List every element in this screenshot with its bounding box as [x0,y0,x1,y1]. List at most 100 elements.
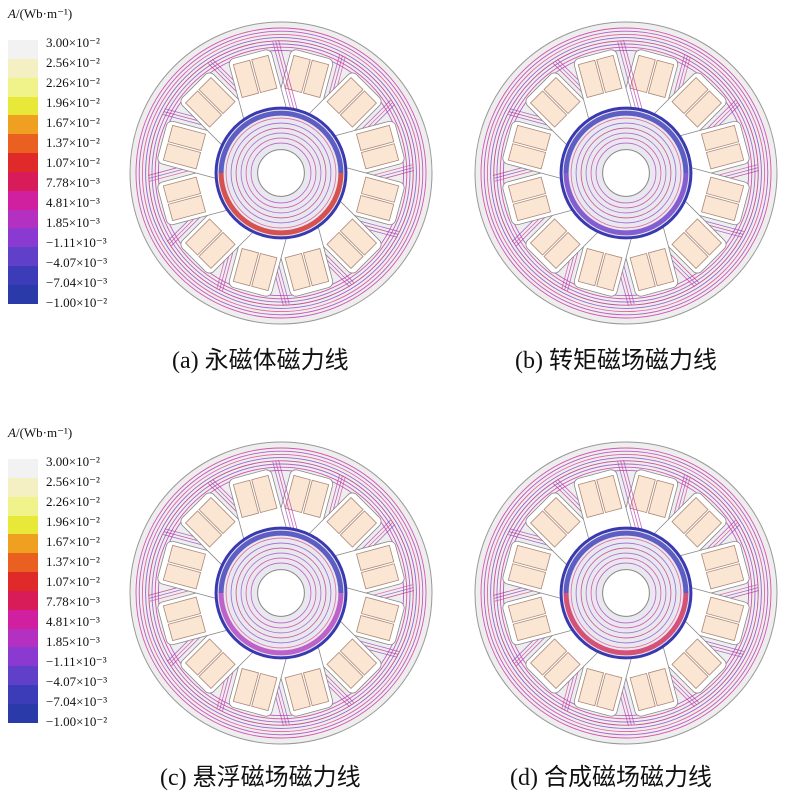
flux-line [480,27,772,319]
stator-slot [672,540,759,611]
legend-swatch [8,96,38,116]
coil [577,59,605,98]
stator-slot [608,219,679,306]
legend-level-label: 1.85×10⁻³ [46,634,100,649]
legend-title-unit: /(Wb·m⁻¹) [15,425,73,440]
coil [529,510,568,548]
flux-line [570,117,682,229]
flux-line [623,40,644,114]
flux-line [145,37,417,309]
legend-level-label: −1.00×10⁻² [46,295,108,310]
permanent-magnet [563,172,689,236]
legend-level-label: 1.07×10⁻² [46,155,100,170]
stator-slot [327,540,414,611]
legend-swatch [8,666,38,686]
flux-line [275,460,296,535]
coil [356,614,395,642]
coil [339,90,378,128]
coil [701,194,740,222]
coil [302,668,330,707]
flux-line [490,37,762,309]
coil [162,143,202,170]
stator-slot [228,40,299,127]
coil [356,194,395,222]
flux-line [580,127,672,219]
legend-colorbar [8,40,38,304]
permanent-magnet [218,592,344,656]
caption-b: (b) 转矩磁场磁力线 [515,348,717,374]
permanent-magnet [218,172,344,236]
legend-swatch [8,703,38,723]
legend-swatch [8,647,38,667]
coil [232,479,260,518]
motor-panel-a [129,21,433,325]
coil [167,194,206,222]
coil [684,218,723,256]
stator-slot [228,460,299,547]
legend-level-label: 4.81×10⁻³ [46,614,100,629]
legend-level-label: 1.37×10⁻² [46,554,100,569]
legend-swatch [8,115,38,135]
legend-level-label: 2.56×10⁻² [46,55,100,70]
coil [184,90,223,128]
coil [684,638,723,676]
coil [529,218,568,256]
flux-line [496,43,756,303]
permanent-magnet [218,110,344,174]
legend-swatch [8,247,38,267]
coil [596,252,623,292]
flux-line [575,122,677,224]
coil [705,596,745,623]
legend-level-label: −4.07×10⁻³ [46,255,108,270]
stator-slot [148,155,235,226]
legend-swatch [8,534,38,554]
flux-line [230,542,332,644]
flux-line [135,447,427,739]
coil [339,218,378,256]
coil [629,54,656,94]
stator-slot [493,155,580,226]
coil [701,124,740,152]
flux-line [483,30,769,316]
coil [629,474,656,514]
flux-line [141,33,421,313]
legend-swatch [8,171,38,191]
coil [232,248,260,287]
coil [577,248,605,287]
flux-line [620,460,641,535]
flux-line [570,537,682,649]
legend-level-label: 3.00×10⁻² [46,454,100,469]
legend-level-label: −4.07×10⁻³ [46,674,108,689]
flux-line [138,30,424,316]
coil [507,176,547,203]
coil [529,90,568,128]
legend-title-unit: /(Wb·m⁻¹) [15,6,73,21]
flux-line [275,40,296,115]
shaft-hole [602,149,650,197]
legend-swatch [8,572,38,591]
motor-panel-b [474,21,778,325]
flux-line [225,117,337,229]
stator-slot [323,586,405,658]
coil [647,248,675,287]
flux-line [486,453,766,733]
coil [284,672,311,712]
permanent-magnet [563,592,689,656]
flux-line [148,40,414,306]
flux-line [480,447,772,739]
legend-level-label: 1.96×10⁻² [46,95,100,110]
legend-level-label: −1.11×10⁻³ [46,654,107,669]
coil [507,143,547,170]
flux-line [141,453,421,733]
flux-line [245,137,317,209]
flux-line [225,537,337,649]
flux-line [486,33,766,313]
coil [162,176,202,203]
flux-line [496,463,756,723]
coil [596,672,623,712]
flux-line [245,557,317,629]
legend-level-label: −1.00×10⁻² [46,714,108,729]
coil [512,614,551,642]
stator-slot [263,639,334,726]
shaft-hole [257,569,305,617]
